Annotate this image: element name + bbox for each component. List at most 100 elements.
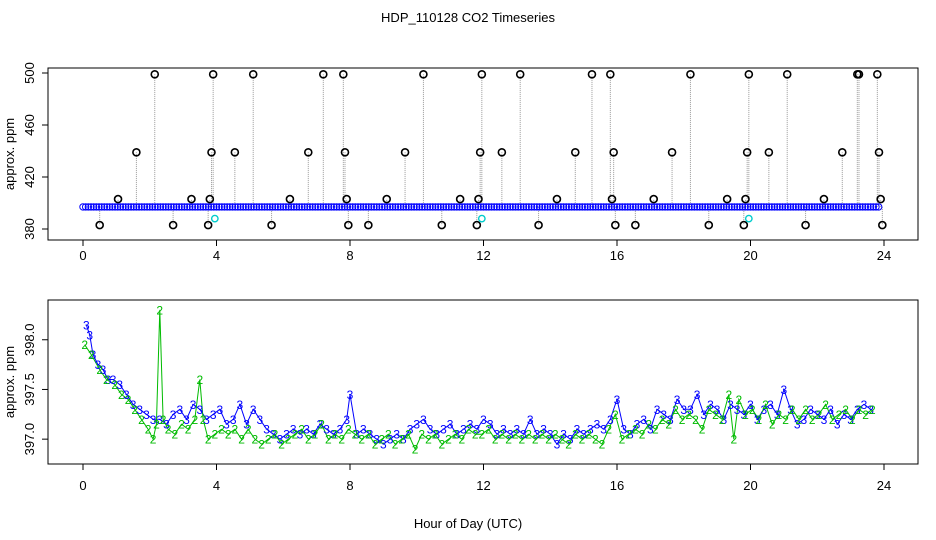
baseline-point <box>808 203 816 211</box>
baseline-point <box>760 203 768 211</box>
baseline-point <box>623 203 632 211</box>
series-marker: 2 <box>196 373 203 387</box>
flagged-point <box>570 148 580 157</box>
series-marker: 2 <box>572 428 579 442</box>
baseline-point <box>324 203 333 211</box>
baseline-point <box>722 203 731 211</box>
bottom-x-axis: 0 4 8 12 16 20 24 <box>79 463 891 493</box>
y-tick-label: 500 <box>22 62 37 84</box>
baseline-point <box>322 203 330 211</box>
baseline-point <box>194 203 202 211</box>
x-tick-label: 0 <box>79 478 86 493</box>
series-marker: 2 <box>599 438 606 452</box>
series-marker: 3 <box>170 408 177 422</box>
series-marker: 2 <box>156 303 163 317</box>
baseline-point <box>658 203 667 211</box>
flagged-point <box>686 70 695 79</box>
baseline-point <box>621 203 629 211</box>
flagged-point <box>230 148 240 157</box>
series-marker: 3 <box>467 418 474 432</box>
series-marker: 2 <box>218 423 225 437</box>
baseline-point <box>132 203 141 211</box>
baseline-point <box>666 203 675 211</box>
baseline-point <box>242 203 250 211</box>
baseline-point <box>381 203 389 211</box>
series-marker: 2 <box>392 438 399 452</box>
baseline-point <box>586 203 594 211</box>
baseline-point <box>768 203 776 211</box>
baseline-point <box>583 203 592 211</box>
baseline-point <box>356 203 365 211</box>
bottom-y-axis-label: approx. ppm <box>2 346 17 418</box>
series-marker: 3 <box>500 423 507 437</box>
baseline-point <box>183 203 191 211</box>
baseline-point <box>728 203 736 211</box>
series-marker: 2 <box>225 428 232 442</box>
series-marker: 2 <box>679 413 686 427</box>
baseline-point <box>228 203 237 211</box>
flagged-point <box>607 194 617 204</box>
baseline-point <box>736 203 744 211</box>
baseline-point <box>244 203 253 211</box>
series-marker: 3 <box>574 423 581 437</box>
series-marker: 2 <box>692 413 699 427</box>
series-marker: 2 <box>559 433 566 447</box>
baseline-point <box>533 203 541 211</box>
series-marker: 2 <box>298 423 305 437</box>
series-marker: 2 <box>150 433 157 447</box>
baseline-point <box>271 203 279 211</box>
flagged-point <box>873 70 882 79</box>
baseline-point <box>87 203 95 211</box>
series-marker: 3 <box>487 418 494 432</box>
baseline-point <box>487 203 496 211</box>
baseline-point <box>431 203 440 211</box>
series-marker: 3 <box>216 403 223 417</box>
baseline-point <box>114 203 122 211</box>
baseline-point <box>730 203 739 211</box>
series-marker: 3 <box>580 428 587 442</box>
series-marker: 2 <box>205 433 212 447</box>
baseline-point <box>84 203 93 211</box>
flagged-point <box>342 194 351 204</box>
baseline-point <box>399 203 408 211</box>
baseline-point <box>650 203 659 211</box>
baseline-point <box>370 203 378 211</box>
baseline-point <box>266 203 274 211</box>
series-marker: 3 <box>83 318 90 332</box>
series-marker: 3 <box>196 403 203 417</box>
baseline-point <box>744 203 752 211</box>
baseline-point <box>656 203 664 211</box>
baseline-point <box>210 203 218 211</box>
baseline-point <box>450 203 458 211</box>
baseline-point <box>397 203 405 211</box>
baseline-point <box>130 203 138 211</box>
series-marker: 2 <box>472 428 479 442</box>
series-marker: 3 <box>507 428 514 442</box>
baseline-point <box>218 203 226 211</box>
series-marker: 3 <box>243 418 250 432</box>
baseline-point <box>610 203 619 211</box>
flagged-point <box>837 148 847 157</box>
baseline-point <box>824 203 832 211</box>
flagged-point <box>168 220 178 230</box>
series-marker: 2 <box>385 428 392 442</box>
top-baseline-points <box>79 203 883 211</box>
series-marker: 3 <box>360 423 367 437</box>
series-marker: 2 <box>318 418 325 432</box>
series-marker: 2 <box>749 403 756 417</box>
baseline-point <box>866 203 875 211</box>
series-marker: 2 <box>332 428 339 442</box>
baseline-point <box>455 203 464 211</box>
series-marker: 2 <box>171 428 178 442</box>
series-marker: 2 <box>278 438 285 452</box>
baseline-point <box>525 203 533 211</box>
series-marker: 3 <box>821 413 828 427</box>
series-marker: 2 <box>285 433 292 447</box>
baseline-point <box>786 203 795 211</box>
series-marker: 2 <box>565 438 572 452</box>
series-marker: 2 <box>305 433 312 447</box>
series-marker: 3 <box>740 408 747 422</box>
series-marker: 2 <box>519 433 526 447</box>
baseline-point <box>850 203 859 211</box>
